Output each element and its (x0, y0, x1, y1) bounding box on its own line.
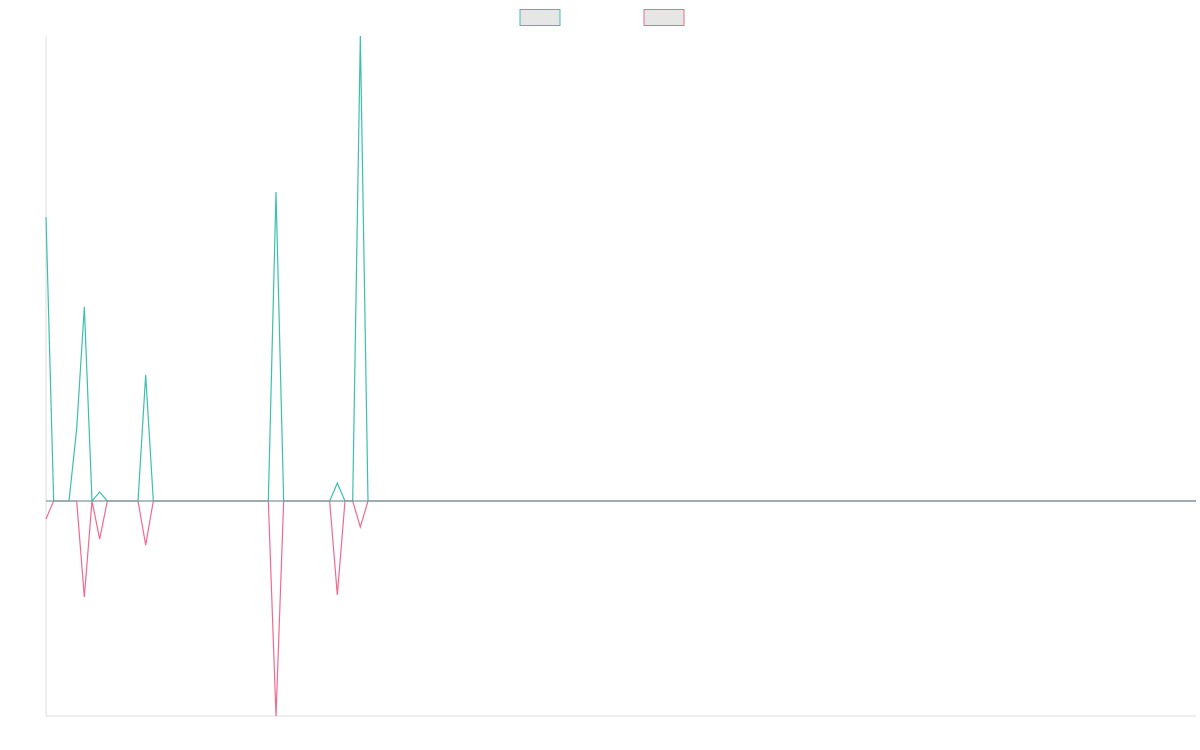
legend-swatch-1[interactable] (519, 9, 561, 26)
series-line-1 (45, 35, 1196, 503)
legend-swatch-2[interactable] (643, 9, 685, 26)
legend (519, 9, 685, 26)
series-layer (45, 35, 1196, 717)
series-line-2 (45, 500, 1196, 717)
